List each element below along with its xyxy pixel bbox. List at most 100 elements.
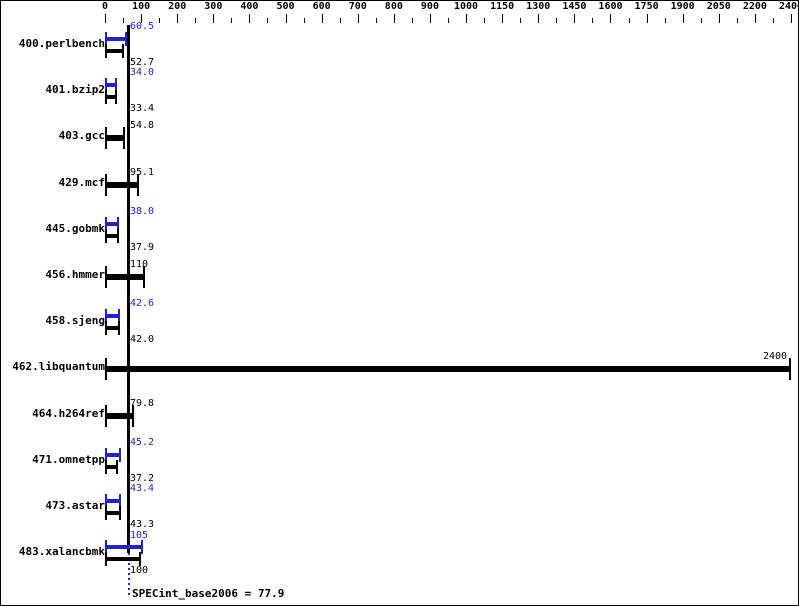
base-bar-end-cap xyxy=(142,266,145,288)
axis-tick-major xyxy=(177,14,178,23)
benchmark-label-box: 400.perlbench xyxy=(1,23,105,69)
base-bar-start-cap xyxy=(105,321,107,336)
benchmark-row: 429.mcf 95.1 xyxy=(1,162,798,208)
base-bar-end-cap xyxy=(118,321,121,336)
axis-tick-label: 2050 xyxy=(706,1,731,12)
base-bar-start-cap xyxy=(105,173,107,196)
peak-value-label: 34.0 xyxy=(130,67,155,79)
benchmark-label: 473.astar xyxy=(45,499,105,512)
axis-tick-major xyxy=(719,14,720,23)
base-value-label: 52.7 xyxy=(130,57,155,68)
base-bar-end-cap xyxy=(116,459,119,474)
benchmark-row: 445.gobmk 38.0 37.9 xyxy=(1,206,798,254)
base-bar-start-cap xyxy=(105,266,107,288)
peak-bar-end-cap xyxy=(119,447,122,462)
axis-tick-minor xyxy=(231,18,232,23)
peak-value-label: 60.5 xyxy=(130,21,155,32)
peak-bar-start-cap xyxy=(105,447,107,462)
benchmark-label-box: 401.bzip2 xyxy=(1,69,105,115)
base-value-label: 43.3 xyxy=(130,519,155,530)
axis-tick-major xyxy=(430,14,431,23)
peak-bar-start-cap xyxy=(105,78,107,93)
benchmark-row: 400.perlbench 60.5 52.7 xyxy=(1,21,798,69)
base-bar-end-cap xyxy=(131,404,134,427)
base-bar-start-cap xyxy=(105,358,107,381)
base-value-label: 100 xyxy=(130,565,149,577)
base-bar-start-cap xyxy=(105,90,107,105)
base-bar-start-cap xyxy=(105,506,107,520)
base-bar-end-cap xyxy=(115,90,118,105)
axis-tick-major xyxy=(538,14,539,23)
reference-line-100 xyxy=(127,25,130,553)
benchmark-label: 403.gcc xyxy=(58,129,105,143)
axis-tick-label: 1150 xyxy=(490,1,515,12)
base-bar-start-cap xyxy=(105,404,107,427)
axis-tick-major xyxy=(502,14,503,23)
axis-tick-minor xyxy=(520,18,521,23)
base-bar-start-cap xyxy=(105,127,107,150)
base-bar-end-cap xyxy=(137,173,140,196)
axis-tick-major xyxy=(610,14,611,23)
reference-line-dotted-extension xyxy=(128,553,130,595)
x-axis: 0 100 200 300 400 500 600 700 800 900 1000 1150 1300… xyxy=(1,1,798,25)
benchmark-label: 483.xalancbmk xyxy=(18,545,105,559)
base-bar xyxy=(105,181,140,188)
axis-tick-minor xyxy=(267,18,268,23)
benchmark-row: 471.omnetpp 45.2 37.2 xyxy=(1,437,798,485)
base-bar-start-cap xyxy=(105,228,107,243)
axis-tick-minor xyxy=(412,18,413,23)
peak-bar-end-cap xyxy=(118,494,121,508)
benchmark-label: 464.h264ref xyxy=(32,406,105,420)
peak-bar-start-cap xyxy=(105,494,107,508)
benchmark-row: 458.sjeng 42.6 42.0 xyxy=(1,298,798,346)
base-bar xyxy=(105,511,121,515)
axis-tick-major xyxy=(358,14,359,23)
benchmark-label-box: 429.mcf xyxy=(1,162,105,208)
axis-tick-minor xyxy=(195,18,196,23)
plot-area: 400.perlbench 60.5 52.7 401.bzip2 34.0 33.4 40… xyxy=(1,21,798,605)
base-bar-start-cap xyxy=(105,44,107,58)
benchmark-label-box: 464.h264ref xyxy=(1,393,105,439)
peak-value-label: 43.4 xyxy=(130,483,155,494)
peak-bar xyxy=(105,545,143,550)
axis-tick-major xyxy=(791,14,792,23)
peak-bar xyxy=(105,499,121,503)
axis-tick-label: 1750 xyxy=(634,1,659,12)
base-bar-end-cap xyxy=(122,127,125,150)
axis-tick-label: 1600 xyxy=(598,1,623,12)
base-bar-end-cap xyxy=(118,506,121,520)
axis-tick-minor xyxy=(665,18,666,23)
benchmark-label-box: 473.astar xyxy=(1,485,105,531)
peak-bar-end-cap xyxy=(116,216,119,231)
benchmark-label-box: 483.xalancbmk xyxy=(1,531,105,577)
base-value-label: 79.8 xyxy=(130,397,155,409)
peak-bar-end-cap xyxy=(118,309,121,324)
axis-tick-label: 700 xyxy=(348,1,367,12)
summary-base: SPECint_base2006 = 77.9 xyxy=(132,587,285,600)
base-bar xyxy=(105,366,791,373)
axis-tick-label: 1450 xyxy=(562,1,587,12)
peak-value-label: 42.6 xyxy=(130,298,155,310)
axis-tick-label: 2400 xyxy=(778,1,798,12)
peak-bar-start-cap xyxy=(105,309,107,324)
axis-tick-minor xyxy=(629,18,630,23)
peak-bar-start-cap xyxy=(105,32,107,46)
base-value-label: 95.1 xyxy=(130,166,155,178)
axis-tick-label: 0 xyxy=(101,1,109,12)
axis-tick-major xyxy=(647,14,648,23)
axis-tick-major xyxy=(466,14,467,23)
base-bar xyxy=(105,557,142,562)
peak-bar xyxy=(105,452,122,457)
base-value-label: 110 xyxy=(130,259,149,270)
axis-tick-minor xyxy=(448,18,449,23)
benchmark-label-box: 456.hmmer xyxy=(1,254,105,300)
axis-tick-major xyxy=(213,14,214,23)
peak-bar-start-cap xyxy=(105,540,107,555)
axis-tick-minor xyxy=(123,18,124,23)
base-bar xyxy=(105,135,125,142)
base-value-label: 2400 xyxy=(763,351,788,363)
base-value-label: 42.0 xyxy=(130,334,155,346)
axis-tick-major xyxy=(105,14,106,23)
benchmark-label-box: 445.gobmk xyxy=(1,208,105,254)
